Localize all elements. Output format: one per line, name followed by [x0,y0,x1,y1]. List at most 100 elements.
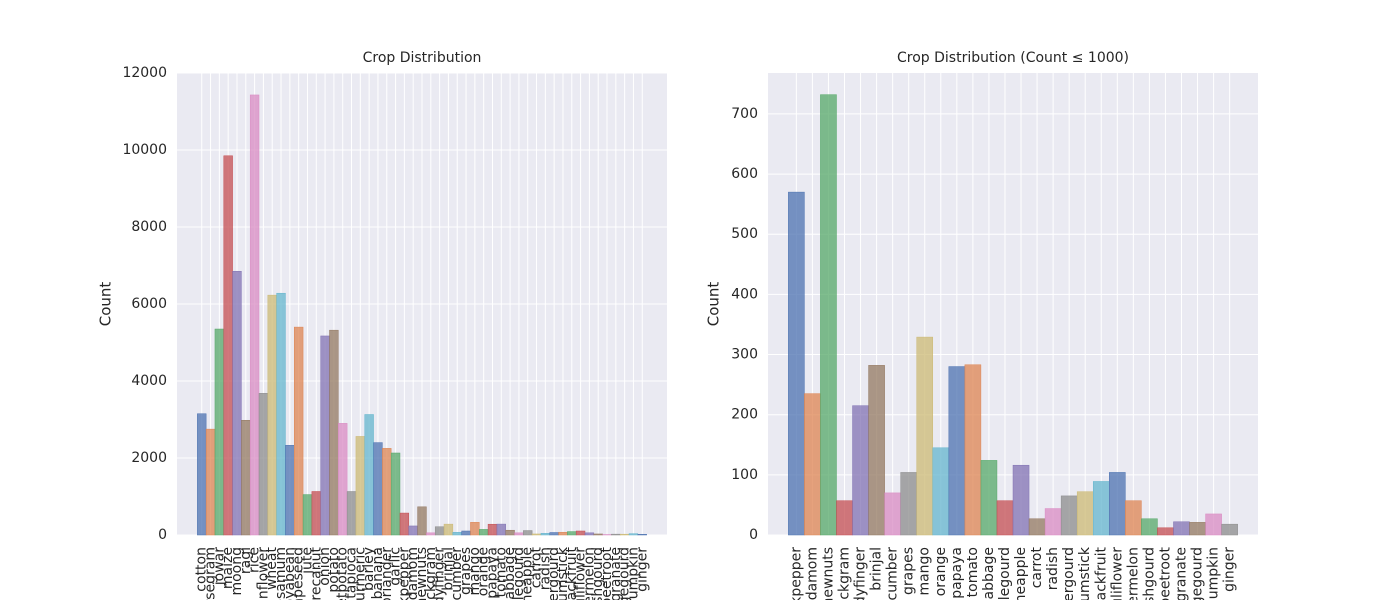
x-tick-label: ridgegourd [1190,547,1206,600]
y-tick-label: 6000 [131,296,167,312]
x-tick-label: sesamum [273,547,289,600]
bar [223,155,233,536]
bar [1157,527,1174,536]
bar [619,533,630,536]
x-tick-label: moong [229,547,245,596]
x-tick-label: soyabean [282,547,298,600]
y-tick-label: 200 [731,407,758,423]
x-tick-label: papaya [484,547,500,599]
x-tick-label: blackpepper [788,547,804,600]
x-tick-label: beetroot [599,546,615,600]
x-tick-label: pomegranate [1173,547,1189,600]
bar [232,271,242,536]
x-tick-label: tomato [965,547,981,597]
x-tick-label: bittergourd [1061,547,1077,600]
bar [373,442,383,536]
bar [611,533,621,536]
bar [804,393,821,536]
bar [408,525,418,536]
bar [214,328,225,536]
bar [241,420,251,536]
bar [258,393,269,536]
x-tick-label: blackgram [423,547,439,600]
x-tick-label: ashgourd [1141,547,1157,600]
x-tick-label: ragi [238,547,254,574]
x-tick-label: ashgourd [590,547,606,600]
bar [285,445,295,536]
bar [487,523,498,536]
bar [434,526,445,536]
x-tick-label: pineapple [1013,547,1029,600]
x-tick-label: arecanut [308,546,324,600]
bar [1125,500,1142,536]
bar [267,294,277,536]
x-tick-label: sweetpotato [335,547,351,600]
bar [964,364,982,536]
y-tick-label: 4000 [131,373,167,389]
subplot: 0 2000 4000 6000 8000 10000 12000 cottonhorsegr… [97,50,667,600]
x-tick-label: barley [361,547,377,591]
x-tick-label: rice [247,547,263,573]
x-tick-label: maize [220,547,236,589]
x-tick-label: jowar [211,547,227,586]
x-tick-label: jackfruit [564,546,580,600]
bar [593,533,603,536]
bar [575,530,586,536]
bar [932,447,950,536]
x-tick-label: pumpkin [1206,547,1222,600]
bar [1012,464,1030,536]
bar [549,532,559,536]
bar [868,365,885,536]
bar [540,533,551,536]
bar [558,531,568,536]
bar [355,436,365,536]
x-tick-label: pineapple [520,547,536,600]
x-tick-label: ginger [634,547,650,592]
y-tick-label: 8000 [131,219,167,235]
bar [443,523,454,536]
bar [1044,508,1062,536]
x-tick-label: brinjal [440,547,456,591]
bar [293,326,304,536]
bar [1092,481,1110,536]
y-axis-label: Count [97,282,115,327]
y-tick-label: 500 [731,226,758,242]
x-tick-label: onion [317,547,333,586]
bar [523,530,533,536]
bar [1028,518,1046,536]
bar [205,428,216,536]
subplot: 0 100 200 300 400 500 600 700 blackpepper cardamo… [705,50,1258,600]
x-tick-label: cashewnuts [820,547,836,600]
bar [628,533,639,536]
chart-title: Crop Distribution (Count ≤ 1000) [897,50,1129,66]
bar [996,500,1014,536]
y-tick-label: 300 [731,347,758,363]
x-tick-label: tomato [493,547,509,597]
bar [496,523,506,536]
x-tick-label: blackgram [837,547,853,600]
bar [399,512,410,536]
x-tick-label: sunflower [255,547,271,600]
bar [390,452,401,536]
x-tick-label: garlic [388,547,404,586]
x-tick-label: bittergourd [546,547,562,600]
bar [426,532,436,536]
x-tick-label: jackfruit [1093,546,1109,600]
x-tick-label: jute [299,547,315,575]
bar [916,336,934,536]
x-tick-label: drumstick [1077,546,1093,600]
x-tick-label: pumpkin [625,547,641,600]
bar [276,292,286,536]
bar [329,329,339,536]
x-tick-label: potato [326,547,342,593]
y-tick-label: 400 [731,286,758,302]
x-tick-label: orange [476,547,492,596]
bar [452,532,462,536]
bar [788,191,805,536]
x-tick-label: papaya [949,547,965,599]
x-tick-label: grapes [458,547,474,595]
chart-title: Crop Distribution [363,50,482,66]
bar [505,529,515,536]
